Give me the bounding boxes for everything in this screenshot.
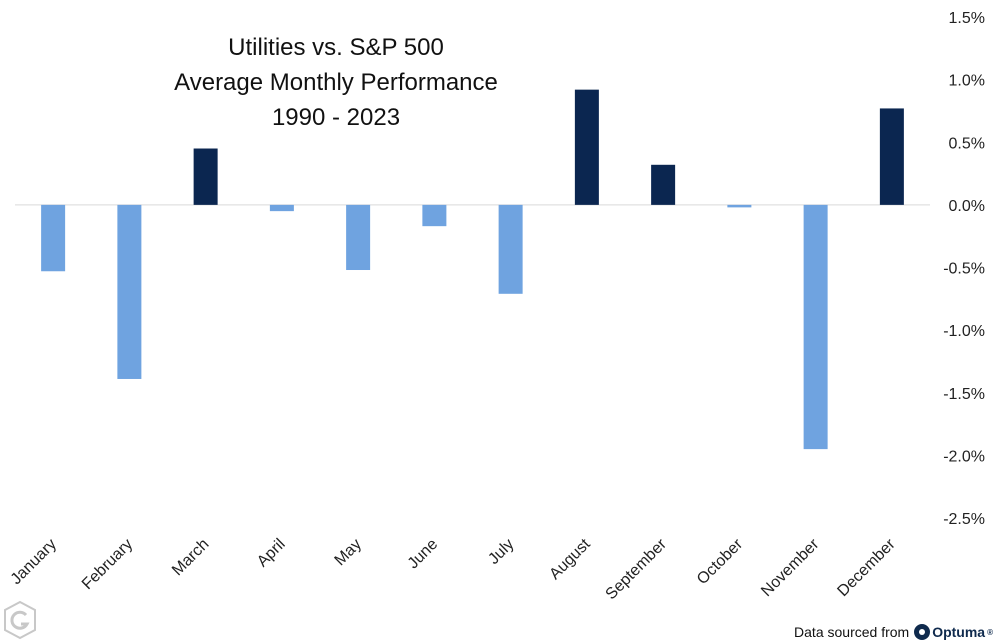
bar-november <box>803 204 828 450</box>
x-axis-ticks: January February March April May June July Augu… <box>8 535 899 603</box>
bar-august <box>574 89 599 205</box>
x-tick-label-june: June <box>405 536 442 573</box>
optuma-logo: Optuma ® <box>914 624 993 640</box>
x-tick-label-november: November <box>758 535 823 600</box>
x-tick-label-february: February <box>79 536 136 593</box>
y-tick-label: 0.5% <box>949 135 985 152</box>
chart-title-line-3: 1990 - 2023 <box>272 104 400 131</box>
bars <box>41 89 904 450</box>
bar-february <box>117 204 142 379</box>
x-tick-label-december: December <box>834 535 899 600</box>
bar-december <box>879 108 904 205</box>
bar-april <box>269 204 294 212</box>
bar-july <box>498 204 523 294</box>
chart-title: Utilities vs. S&P 500 Average Monthly Per… <box>174 34 498 131</box>
x-tick-label-october: October <box>694 535 747 588</box>
source-label: Data sourced from <box>794 624 910 640</box>
x-tick-label-may: May <box>332 536 365 569</box>
bar-october <box>727 204 752 208</box>
y-tick-label: -2.0% <box>943 448 985 465</box>
y-tick-label: -1.5% <box>943 386 985 403</box>
chart-title-line-1: Utilities vs. S&P 500 <box>228 34 444 61</box>
x-tick-label-april: April <box>254 536 289 571</box>
bar-may <box>346 204 371 271</box>
y-tick-label: 1.5% <box>949 10 985 27</box>
g-shield-logo-icon <box>4 600 36 640</box>
y-axis-ticks: 1.5% 1.0% 0.5% 0.0% -0.5% -1.0% -1.5% -2.0% -2.5… <box>943 10 985 528</box>
data-source-credit: Data sourced from Optuma ® <box>794 624 993 640</box>
x-tick-label-august: August <box>546 535 594 583</box>
bar-january <box>41 204 66 272</box>
x-tick-label-january: January <box>8 536 60 588</box>
optuma-mark-icon <box>914 624 931 640</box>
y-tick-label: 1.0% <box>949 73 985 90</box>
brand-name: Optuma <box>932 624 986 640</box>
bar-june <box>422 204 447 227</box>
y-tick-label: -2.5% <box>943 511 985 528</box>
y-tick-label: 0.0% <box>949 198 985 215</box>
x-tick-label-september: September <box>603 535 671 603</box>
y-tick-label: -1.0% <box>943 323 985 340</box>
bar-september <box>651 164 676 205</box>
x-tick-label-march: March <box>169 536 212 579</box>
bar-march <box>193 148 218 205</box>
x-tick-label-july: July <box>485 536 517 568</box>
y-tick-label: -0.5% <box>943 261 985 278</box>
brand-registered-mark: ® <box>987 627 993 637</box>
chart-title-line-2: Average Monthly Performance <box>174 69 498 96</box>
